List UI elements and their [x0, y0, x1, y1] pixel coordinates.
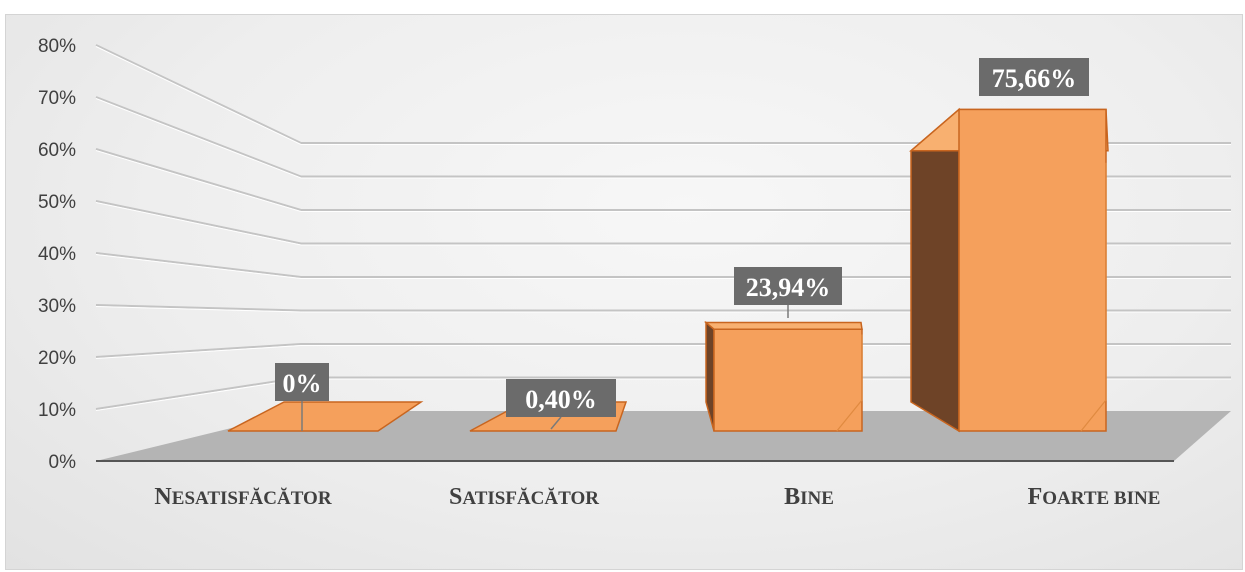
bar-front-face — [713, 328, 863, 432]
x-category-label: NESATISFĂCĂTOR — [154, 484, 331, 510]
data-label-1: 0% — [275, 363, 329, 431]
bar-1 — [227, 401, 424, 432]
data-label-box — [506, 379, 616, 417]
bar-hidden-edge — [836, 334, 863, 432]
chart-area: 0% 10% 20% 30% 40% 50% 60% 70% 80% 0% 0,40% 23,94% 7… — [5, 14, 1243, 570]
leader-line — [550, 416, 562, 430]
bar-hidden-edge — [1080, 162, 1107, 432]
bar-3 — [703, 320, 863, 432]
y-tick-label: 40% — [38, 244, 76, 265]
bar-4 — [908, 107, 1109, 433]
data-label-text: 75,66% — [992, 64, 1077, 93]
y-tick-label: 30% — [38, 296, 76, 317]
y-tick-label: 50% — [38, 192, 76, 213]
data-label-box — [275, 363, 329, 401]
x-category-label: FOARTE BINE — [1028, 484, 1161, 510]
bar-chart: 0% 10% 20% 30% 40% 50% 60% 70% 80% 0% 0,40% 23,94% 7… — [38, 36, 1231, 510]
x-category-label: SATISFĂCĂTOR — [449, 484, 599, 510]
x-category-label: BINE — [784, 484, 834, 510]
bar-top-face — [703, 321, 863, 331]
data-label-text: 0% — [283, 369, 322, 398]
data-label-3: 23,94% — [734, 267, 842, 318]
data-label-text: 23,94% — [746, 273, 831, 302]
data-label-box — [979, 58, 1089, 96]
y-tick-label: 70% — [38, 88, 76, 109]
data-label-box — [734, 267, 842, 305]
y-tick-label: 60% — [38, 140, 76, 161]
y-tick-label: 20% — [38, 348, 76, 369]
data-label-4: 75,66% — [979, 58, 1089, 96]
y-tick-label: 10% — [38, 400, 76, 421]
y-tick-label: 0% — [49, 452, 77, 473]
data-label-text: 0,40% — [525, 385, 597, 414]
bar-side-face — [910, 107, 960, 433]
data-label-2: 0,40% — [506, 379, 616, 430]
bar-top-face — [227, 401, 424, 432]
bar-front-face — [958, 108, 1107, 432]
y-tick-label: 80% — [38, 36, 76, 57]
